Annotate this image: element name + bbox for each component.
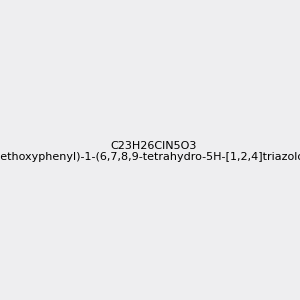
Text: C23H26ClN5O3
3-(4-chlorophenyl)-1-(2,4-dimethoxyphenyl)-1-(6,7,8,9-tetrahydro-5H: C23H26ClN5O3 3-(4-chlorophenyl)-1-(2,4-d… — [0, 141, 300, 162]
